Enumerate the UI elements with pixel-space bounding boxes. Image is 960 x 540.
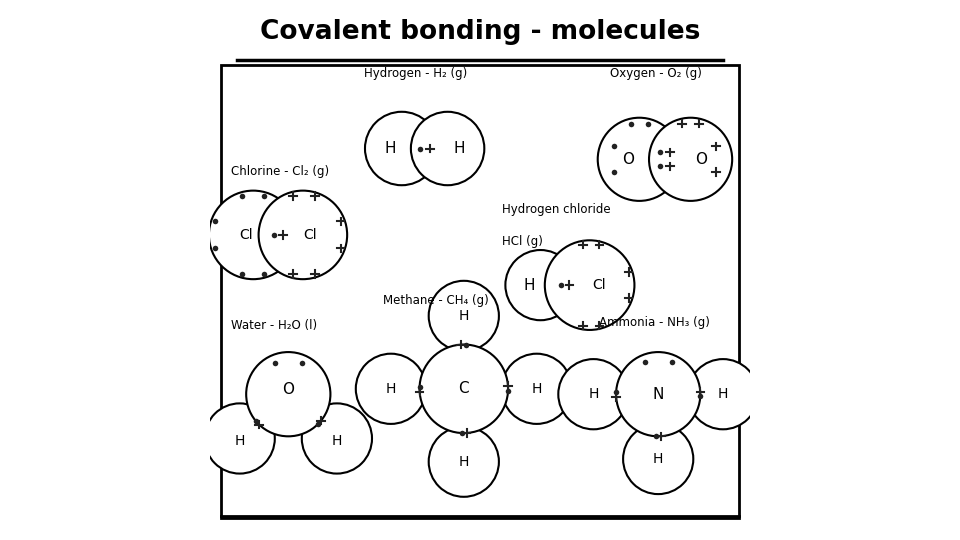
Circle shape [688,359,758,429]
Circle shape [505,250,576,320]
Text: Water - H₂O (l): Water - H₂O (l) [230,319,317,332]
Circle shape [501,354,572,424]
Text: Covalent bonding - molecules: Covalent bonding - molecules [260,19,700,45]
Text: Methane - CH₄ (g): Methane - CH₄ (g) [383,294,489,307]
Text: O: O [695,152,708,167]
Text: O: O [282,382,295,397]
Circle shape [559,359,629,429]
Circle shape [246,352,330,436]
Text: Chlorine - Cl₂ (g): Chlorine - Cl₂ (g) [230,165,328,178]
Bar [221,65,739,518]
Text: Cl: Cl [239,228,252,242]
Circle shape [544,240,635,330]
Text: H: H [234,434,245,448]
Circle shape [301,403,372,474]
Circle shape [420,345,508,433]
Text: Cl: Cl [303,228,317,242]
Circle shape [204,403,275,474]
Text: H: H [588,387,599,401]
Text: H: H [332,434,342,448]
Text: H: H [386,382,396,396]
Text: H: H [384,141,396,156]
Circle shape [598,118,681,201]
Circle shape [649,118,732,201]
Text: Oxygen - O₂ (g): Oxygen - O₂ (g) [610,68,702,80]
Text: HCl (g): HCl (g) [501,235,542,248]
Circle shape [429,281,499,351]
Circle shape [209,191,298,279]
Text: H: H [454,141,466,156]
Circle shape [616,352,701,436]
Text: Cl: Cl [592,278,606,292]
Text: H: H [532,382,541,396]
Text: H: H [459,309,469,323]
Text: H: H [459,455,469,469]
Circle shape [623,424,693,494]
Text: O: O [622,152,635,167]
Text: N: N [653,387,664,402]
Circle shape [356,354,426,424]
Text: Hydrogen - H₂ (g): Hydrogen - H₂ (g) [364,68,468,80]
Text: H: H [653,452,663,466]
Circle shape [365,112,439,185]
Text: H: H [524,278,536,293]
Circle shape [411,112,485,185]
Text: Hydrogen chloride: Hydrogen chloride [501,202,611,215]
Text: C: C [459,381,469,396]
Text: Ammonia - NH₃ (g): Ammonia - NH₃ (g) [599,316,709,329]
Circle shape [258,191,348,279]
Circle shape [429,427,499,497]
Text: H: H [718,387,729,401]
